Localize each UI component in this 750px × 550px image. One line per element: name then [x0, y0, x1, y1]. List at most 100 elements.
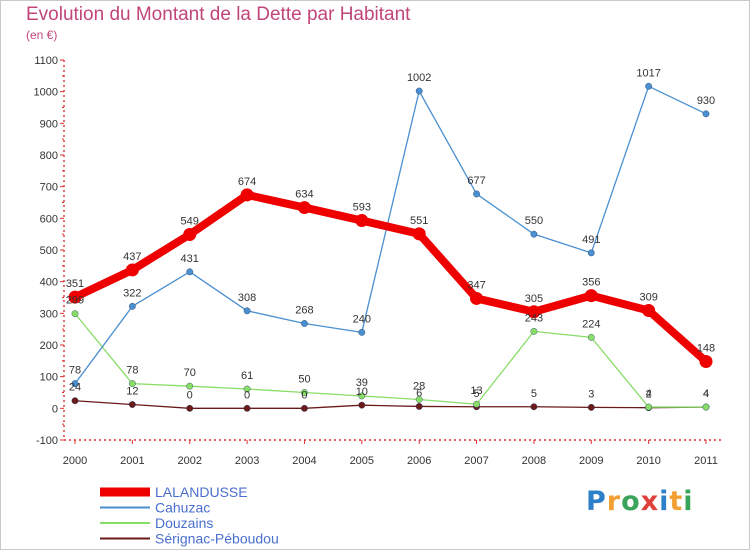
data-point — [358, 328, 366, 336]
data-label: 4 — [646, 388, 652, 400]
y-tick-label: 0 — [52, 403, 58, 415]
data-point — [587, 403, 595, 411]
data-point — [645, 403, 653, 411]
data-label: 299 — [66, 295, 84, 307]
data-label: 39 — [356, 377, 368, 389]
data-label: 28 — [413, 380, 425, 392]
y-tick-label: 1000 — [34, 87, 58, 99]
data-label: 10 — [356, 386, 368, 398]
data-point — [297, 201, 311, 215]
y-tick-label: 400 — [40, 277, 58, 289]
data-label: 593 — [353, 202, 371, 214]
x-tick-label: 2002 — [177, 455, 201, 467]
x-tick-label: 2001 — [120, 455, 144, 467]
chart-subtitle: (en €) — [26, 28, 58, 42]
series-line — [74, 85, 707, 385]
data-point — [587, 333, 595, 341]
data-label: 240 — [353, 313, 371, 325]
data-label: 78 — [126, 365, 138, 377]
data-point — [71, 310, 79, 318]
data-point — [527, 305, 541, 319]
y-tick-label: -100 — [36, 435, 58, 447]
data-label: 224 — [582, 318, 600, 330]
data-label: 5 — [531, 388, 537, 400]
x-tick-label: 2006 — [407, 455, 431, 467]
data-label: 930 — [697, 95, 715, 107]
data-point — [415, 87, 423, 95]
data-label: 437 — [123, 251, 141, 263]
data-point — [587, 249, 595, 257]
data-point — [702, 110, 710, 118]
data-point — [240, 188, 254, 202]
data-point — [470, 291, 484, 305]
data-point — [699, 354, 713, 368]
data-point — [473, 190, 480, 198]
y-tick-label: 900 — [40, 118, 58, 130]
data-label: 1002 — [407, 72, 431, 84]
series-line — [74, 400, 707, 409]
data-label: 50 — [298, 374, 310, 386]
data-point — [584, 289, 598, 303]
y-tick-label: 600 — [40, 213, 58, 225]
data-label: 243 — [525, 312, 543, 324]
x-tick-label: 2010 — [636, 455, 660, 467]
x-tick-label: 2005 — [350, 455, 374, 467]
x-tick-label: 2000 — [63, 455, 87, 467]
data-point — [243, 385, 251, 393]
data-point — [301, 389, 308, 396]
data-label: 268 — [295, 304, 313, 316]
data-label: 2 — [646, 389, 652, 401]
data-point — [530, 327, 538, 335]
data-point — [128, 380, 136, 388]
data-label: 70 — [184, 367, 196, 379]
y-tick-label: 500 — [40, 245, 58, 257]
data-label: 549 — [181, 215, 199, 227]
data-point — [642, 303, 656, 317]
data-label: 1017 — [636, 67, 660, 79]
data-point — [358, 392, 366, 400]
data-point — [415, 403, 423, 410]
x-tick-label: 2007 — [464, 455, 488, 467]
data-label: 78 — [69, 365, 81, 377]
legend-label: Sérignac-Péboudou — [155, 531, 279, 547]
data-label: 674 — [238, 176, 256, 188]
data-label: 12 — [126, 386, 138, 398]
data-label: 61 — [241, 370, 253, 382]
data-label: 3 — [588, 388, 594, 400]
data-label: 148 — [697, 342, 715, 354]
data-point — [68, 290, 82, 304]
data-label: 0 — [244, 389, 250, 401]
data-label: 356 — [582, 277, 600, 289]
legend-label: LALANDUSSE — [155, 484, 248, 500]
data-point — [355, 214, 369, 228]
data-point — [530, 230, 538, 238]
data-point — [128, 401, 136, 408]
data-point — [186, 382, 194, 390]
data-point — [702, 403, 710, 411]
data-label: 24 — [69, 382, 81, 394]
data-label: 6 — [416, 387, 422, 399]
series-line — [71, 190, 710, 366]
data-point — [71, 397, 79, 405]
data-label: 431 — [181, 253, 199, 265]
data-point — [415, 396, 423, 403]
data-label: 322 — [123, 287, 141, 299]
data-point — [186, 404, 194, 412]
data-label: 13 — [470, 385, 482, 397]
data-point — [473, 400, 480, 408]
data-point — [301, 320, 308, 327]
data-point — [301, 404, 308, 412]
x-tick-label: 2008 — [522, 455, 546, 467]
legend-label: Cahuzac — [155, 500, 210, 516]
legend-label: Douzains — [155, 515, 213, 531]
data-point — [125, 263, 139, 277]
y-tick-label: 300 — [40, 308, 58, 320]
y-tick-label: 200 — [40, 340, 58, 352]
y-tick-label: 100 — [40, 372, 58, 384]
data-label: 305 — [525, 293, 543, 305]
data-point — [412, 227, 426, 241]
data-label: 309 — [639, 291, 657, 303]
data-label: 4 — [703, 388, 709, 400]
data-point — [71, 380, 79, 388]
data-label: 550 — [525, 215, 543, 227]
